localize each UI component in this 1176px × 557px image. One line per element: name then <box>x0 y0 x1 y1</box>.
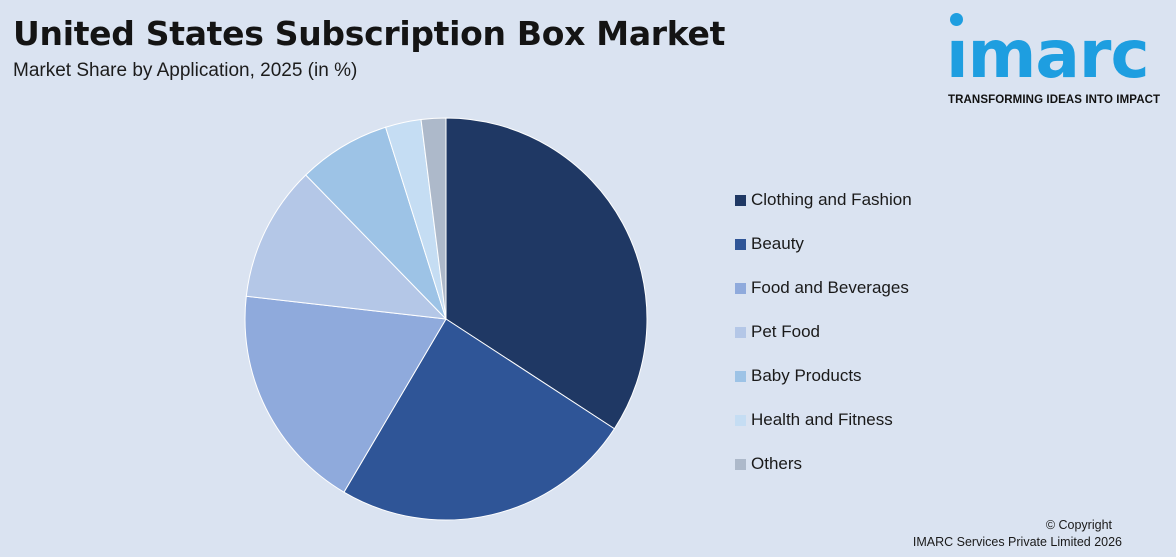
legend-swatch-baby-products <box>735 370 746 382</box>
legend-label-others: Others <box>751 454 803 473</box>
imarc-logo: ımarc TRANSFORMING IDEAS INTO IMPACT <box>946 8 1170 108</box>
legend-label-pet-food: Pet Food <box>751 322 820 341</box>
legend-item-clothing-and-fashion: Clothing and Fashion <box>735 178 912 222</box>
logo-tagline: TRANSFORMING IDEAS INTO IMPACT <box>948 94 1161 106</box>
legend-label-baby-products: Baby Products <box>751 366 862 385</box>
legend-swatch-beauty <box>735 238 746 250</box>
legend-label-clothing-and-fashion: Clothing and Fashion <box>751 190 912 209</box>
logo-wordmark: ımarc <box>946 16 1150 93</box>
copyright-notice: © Copyright IMARC Services Private Limit… <box>862 517 1122 551</box>
legend-swatch-clothing-and-fashion <box>735 194 746 206</box>
legend-item-baby-products: Baby Products <box>735 354 912 398</box>
legend-item-others: Others <box>735 442 912 486</box>
copyright-line-1: © Copyright <box>1045 518 1112 532</box>
chart-title: United States Subscription Box Market <box>13 14 726 53</box>
pie-slice-clothing-and-fashion <box>445 117 648 430</box>
pie-slice-pet-food <box>245 174 448 320</box>
logo-dot-icon <box>950 13 963 26</box>
legend-label-beauty: Beauty <box>751 234 804 253</box>
legend-label-food-and-beverages: Food and Beverages <box>751 278 909 297</box>
copyright-line-2: IMARC Services Private Limited 2026 <box>912 535 1122 549</box>
legend-swatch-health-and-fitness <box>735 414 746 426</box>
legend-label-health-and-fitness: Health and Fitness <box>751 410 893 429</box>
chart-subtitle: Market Share by Application, 2025 (in %) <box>13 60 358 81</box>
legend-swatch-food-and-beverages <box>735 282 746 294</box>
pie-slice-beauty <box>343 318 616 521</box>
legend-item-pet-food: Pet Food <box>735 310 912 354</box>
legend-swatch-others <box>735 458 746 470</box>
pie-chart <box>244 117 648 521</box>
legend-swatch-pet-food <box>735 326 746 338</box>
pie-slice-others <box>420 117 447 320</box>
pie-slice-food-and-beverages <box>244 295 447 493</box>
legend-item-beauty: Beauty <box>735 222 912 266</box>
legend-item-food-and-beverages: Food and Beverages <box>735 266 912 310</box>
chart-legend: Clothing and Fashion Beauty Food and Bever… <box>735 178 912 486</box>
legend-item-health-and-fitness: Health and Fitness <box>735 398 912 442</box>
